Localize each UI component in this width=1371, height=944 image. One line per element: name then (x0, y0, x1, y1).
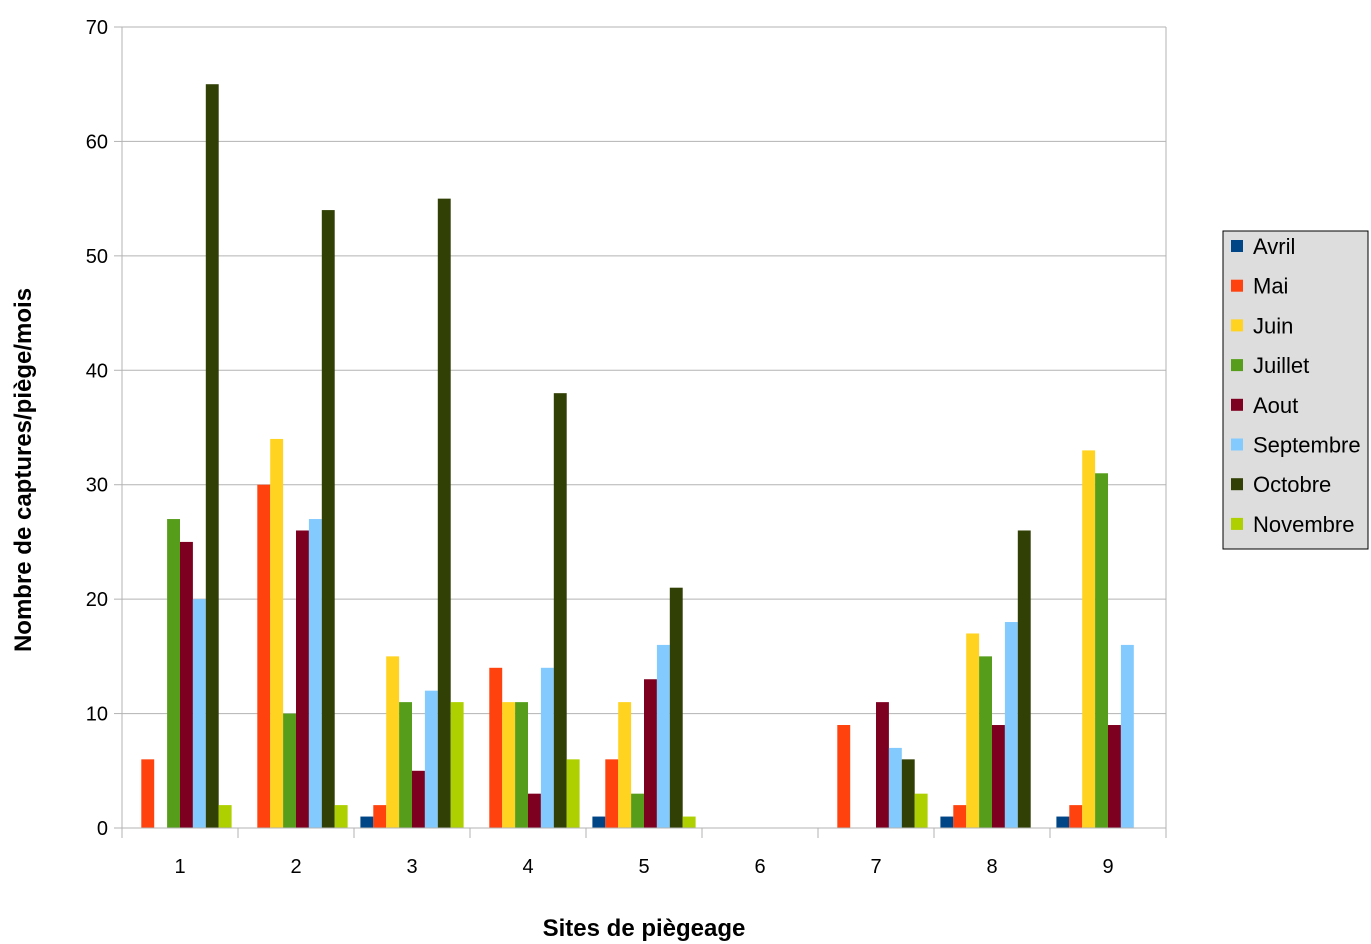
bar (283, 713, 296, 828)
bar (631, 793, 644, 828)
x-tick-labels: 1 2 3 4 5 6 7 8 9 (174, 856, 1113, 878)
bar (592, 816, 606, 828)
bar (141, 759, 155, 828)
y-tick-label: 20 (86, 589, 108, 611)
x-tick-label: 4 (522, 856, 533, 878)
axes (121, 27, 1167, 838)
y-tick-label: 40 (86, 360, 108, 382)
legend-label: Aout (1253, 393, 1298, 418)
bar (914, 793, 928, 828)
x-tick-label: 6 (754, 856, 765, 878)
bar (1004, 622, 1018, 828)
legend-swatch (1231, 398, 1243, 411)
bar (528, 793, 541, 828)
legend-swatch (1231, 517, 1243, 530)
legend-label: Octobre (1253, 472, 1331, 497)
bar (167, 519, 180, 828)
legend-label: Juin (1253, 313, 1293, 338)
bar (321, 210, 335, 829)
bar (644, 679, 657, 828)
bar (450, 702, 464, 828)
bar (412, 770, 425, 828)
x-axis-title: Sites de piègeage (543, 915, 746, 942)
bar (1082, 450, 1096, 828)
y-tick-label: 60 (86, 131, 108, 153)
bar (373, 805, 387, 828)
bar (1095, 473, 1108, 828)
y-tick-labels: 0 10 20 30 40 50 60 70 (86, 17, 108, 840)
legend-swatch (1231, 279, 1243, 292)
legend-label: Mai (1253, 274, 1288, 299)
bar (1056, 816, 1070, 828)
bar (605, 759, 619, 828)
x-tick-label: 9 (1102, 856, 1113, 878)
legend-swatch (1231, 319, 1243, 332)
bar (566, 759, 580, 828)
bar (540, 667, 554, 828)
bar (360, 816, 374, 828)
bar (218, 805, 232, 828)
bar (940, 816, 954, 828)
bar (669, 587, 683, 828)
legend-swatch (1231, 438, 1243, 451)
bar (656, 644, 670, 828)
bar (502, 702, 516, 828)
legend-swatch (1231, 359, 1243, 372)
bar (334, 805, 348, 828)
y-tick-label: 10 (86, 704, 108, 726)
bar (682, 816, 696, 828)
bar (489, 667, 503, 828)
bar (1069, 805, 1083, 828)
bar (876, 702, 889, 828)
bar (270, 438, 284, 828)
bar (257, 484, 271, 828)
x-tick-label: 2 (290, 856, 301, 878)
bar (966, 633, 980, 828)
bar (437, 198, 451, 829)
bar (618, 702, 632, 828)
bar (1108, 725, 1121, 828)
y-tick-label: 30 (86, 475, 108, 497)
bar (399, 702, 412, 828)
bar (888, 747, 902, 828)
bar (979, 656, 992, 828)
legend-swatch (1231, 478, 1243, 491)
legend-box (1222, 230, 1369, 550)
bar (553, 393, 567, 828)
bar (192, 599, 206, 828)
y-axis-title: Nombre de captures/piège/mois (10, 288, 37, 652)
bar (901, 759, 915, 828)
legend-label: Avril (1253, 234, 1295, 259)
bar (424, 690, 438, 828)
bar (386, 656, 400, 828)
bar (308, 519, 322, 828)
bar (205, 84, 219, 828)
legend-swatch (1231, 240, 1243, 252)
legend-label: Juillet (1253, 353, 1309, 378)
x-tick-label: 5 (638, 856, 649, 878)
legend-label: Novembre (1253, 512, 1354, 537)
bar (180, 541, 193, 828)
y-tick-label: 0 (97, 818, 108, 840)
x-tick-label: 1 (174, 856, 185, 878)
bars (141, 84, 1134, 829)
y-tick-label: 50 (86, 246, 108, 268)
legend: Avril Mai Juin Juillet Aout Septembre Octobre N… (1222, 230, 1369, 550)
bar (296, 530, 309, 828)
x-tick-label: 7 (870, 856, 881, 878)
bar (1120, 644, 1134, 828)
bar (515, 702, 528, 828)
y-tick-label: 70 (86, 17, 108, 39)
bar (953, 805, 967, 828)
x-tick-label: 3 (406, 856, 417, 878)
legend-label: Septembre (1253, 433, 1361, 458)
bar (837, 725, 851, 828)
x-tick-label: 8 (986, 856, 997, 878)
bar (992, 725, 1005, 828)
bar (1017, 530, 1031, 828)
